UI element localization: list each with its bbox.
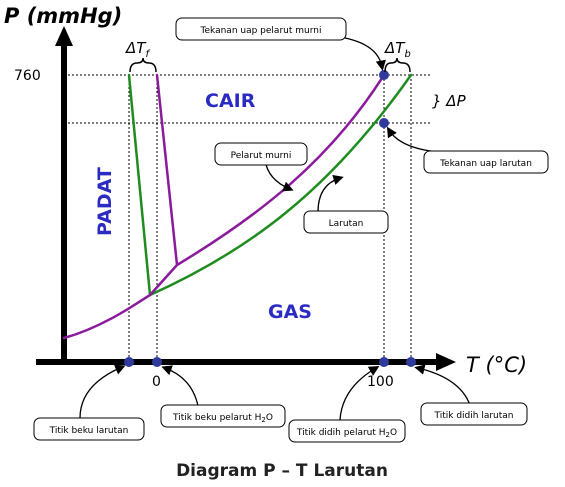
arrow-boil-solution [414, 364, 471, 406]
x-axis-label: T (°C) [466, 353, 527, 377]
pure-fusion-curve [155, 73, 179, 267]
point-vapor-pure [379, 70, 389, 80]
x-axis-arrow [436, 353, 456, 371]
svg-text:Pelarut murni: Pelarut murni [231, 151, 292, 161]
callout-freeze-solution: Titik beku larutan [33, 417, 145, 441]
delta-p: } ΔP [432, 92, 467, 110]
callout-freeze-pure: Titik beku pelarut H2O [160, 404, 286, 428]
svg-text:Titik beku larutan: Titik beku larutan [49, 426, 129, 436]
point-boil-solution [406, 357, 416, 367]
arrow-freeze-pure [161, 365, 199, 407]
svg-text:Tekanan uap pelarut murni: Tekanan uap pelarut murni [200, 26, 322, 36]
callout-vapor-pure: Tekanan uap pelarut murni [175, 17, 347, 41]
y-axis-arrow [55, 26, 73, 46]
point-freeze-pure [152, 357, 162, 367]
arrow-freeze-solution [79, 364, 126, 419]
point-freeze-solution [124, 357, 134, 367]
svg-text:Titik didih pelarut H2O: Titik didih pelarut H2O [296, 428, 397, 439]
diagram-caption: Diagram P – T Larutan [176, 461, 388, 481]
tick-100: 100 [367, 374, 394, 390]
solution-fusion-curve [127, 73, 152, 297]
brace-tf [129, 57, 157, 73]
delta-tb: ΔTb [384, 39, 411, 60]
arrow-solution [317, 175, 344, 213]
y-axis-label: P (mmHg) [4, 4, 122, 28]
callout-pure-solvent: Pelarut murni [214, 142, 308, 166]
callout-solution: Larutan [303, 210, 389, 234]
point-boil-pure [379, 357, 389, 367]
callout-boil-pure: Titik didih pelarut H2O [288, 419, 406, 443]
point-vapor-solution [379, 118, 389, 128]
arrow-boil-pure [339, 366, 380, 421]
region-gas: GAS [268, 301, 312, 323]
arrow-vapor-pure [344, 37, 386, 71]
tick-0: 0 [152, 374, 161, 390]
brace-tb [384, 57, 411, 73]
arrow-vapor-solution [386, 126, 439, 153]
svg-text:Tekanan uap larutan: Tekanan uap larutan [439, 159, 532, 169]
svg-text:Titik beku pelarut H2O: Titik beku pelarut H2O [172, 413, 273, 424]
callout-vapor-solution: Tekanan uap larutan [423, 150, 549, 174]
delta-tf: ΔTf [125, 39, 150, 60]
region-liquid: CAIR [205, 90, 256, 112]
pure-sublimation-vapor-curve [62, 73, 386, 340]
tick-760: 760 [14, 68, 41, 84]
guide-lines [64, 74, 430, 362]
solution-vapor-curve [148, 73, 413, 297]
region-solid: PADAT [94, 167, 116, 236]
svg-text:Larutan: Larutan [329, 219, 364, 229]
callout-boil-solution: Titik didih larutan [420, 402, 528, 426]
svg-text:Titik didih larutan: Titik didih larutan [434, 411, 514, 421]
